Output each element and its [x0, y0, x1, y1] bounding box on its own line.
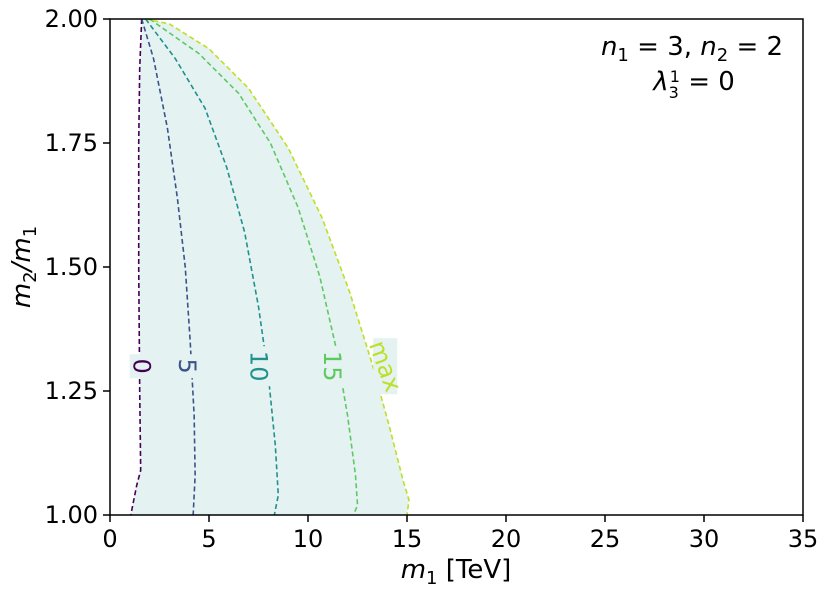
y-tick-label: 1.50	[45, 253, 98, 281]
contour-lines	[130, 18, 410, 516]
x-tick-label: 30	[689, 525, 720, 553]
annotation-params: n1 = 3, n2 = 2	[601, 32, 783, 66]
y-tick-label: 1.75	[45, 129, 98, 157]
y-tick-label: 2.00	[45, 5, 98, 33]
contour-line-max	[145, 18, 410, 516]
annotation-lambda: λ31 = 0	[651, 67, 735, 102]
contour-label-bg-max	[373, 338, 398, 395]
y-tick-label: 1.25	[45, 377, 98, 405]
allowed-region-fill	[130, 19, 409, 515]
y-axis-label: m2/m1	[7, 226, 41, 308]
x-tick-label: 10	[293, 525, 324, 553]
contour-label-bg-0	[129, 354, 154, 379]
contour-line-0	[130, 18, 143, 516]
contour-label-5: 5	[173, 359, 201, 374]
contour-label-bg-15	[319, 346, 344, 387]
contour-label-bg-10	[246, 346, 271, 387]
y-tick-label: 1.00	[45, 501, 98, 529]
contour-label-0: 0	[128, 359, 156, 374]
x-tick-label: 35	[788, 525, 819, 553]
contour-label-bg-5	[175, 354, 200, 379]
x-axis-ticks: 0 5 10 15 20 25 30 35	[102, 515, 818, 553]
x-tick-label: 15	[392, 525, 423, 553]
x-tick-label: 0	[102, 525, 117, 553]
x-tick-label: 20	[491, 525, 522, 553]
contour-line-15	[149, 18, 359, 516]
contour-line-5	[140, 18, 196, 516]
contour-label-15: 15	[318, 351, 346, 382]
x-axis-label: m1 [TeV]	[401, 555, 512, 589]
x-tick-label: 25	[590, 525, 621, 553]
contour-label-10: 10	[245, 351, 273, 382]
contour-line-10	[144, 18, 280, 516]
x-tick-label: 5	[201, 525, 216, 553]
y-axis-ticks: 1.00 1.25 1.50 1.75 2.00	[45, 5, 110, 529]
